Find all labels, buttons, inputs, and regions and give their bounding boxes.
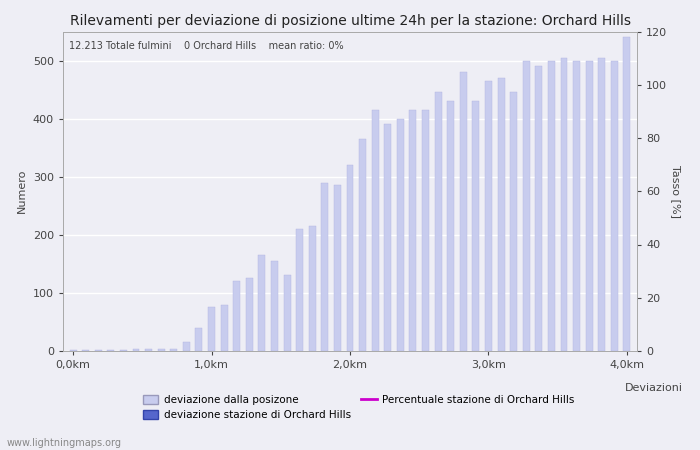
Bar [548, 61, 555, 351]
Bar [498, 78, 505, 351]
Bar [460, 72, 467, 351]
Bar [284, 275, 290, 351]
Bar [107, 350, 114, 351]
Bar [321, 183, 328, 351]
Bar [435, 93, 442, 351]
Bar [523, 61, 530, 351]
Y-axis label: Numero: Numero [18, 169, 27, 213]
Bar [485, 81, 492, 351]
Text: Deviazioni: Deviazioni [625, 383, 683, 393]
Bar [561, 58, 568, 351]
Bar [346, 165, 354, 351]
Bar [246, 279, 253, 351]
Bar [624, 37, 631, 351]
Bar [384, 125, 391, 351]
Bar [220, 305, 228, 351]
Bar [422, 110, 429, 351]
Bar [510, 93, 517, 351]
Text: 12.213 Totale fulmini    0 Orchard Hills    mean ratio: 0%: 12.213 Totale fulmini 0 Orchard Hills me… [69, 41, 344, 51]
Bar [397, 119, 404, 351]
Bar [334, 185, 341, 351]
Bar [271, 261, 278, 351]
Bar [258, 255, 265, 351]
Bar [132, 349, 139, 351]
Bar [473, 101, 480, 351]
Bar [573, 61, 580, 351]
Bar [120, 350, 127, 351]
Bar [296, 229, 303, 351]
Bar [94, 350, 101, 351]
Bar [410, 110, 416, 351]
Bar [447, 101, 454, 351]
Bar [586, 61, 593, 351]
Bar [536, 66, 542, 351]
Title: Rilevamenti per deviazione di posizione ultime 24h per la stazione: Orchard Hill: Rilevamenti per deviazione di posizione … [69, 14, 631, 27]
Bar [158, 349, 164, 351]
Legend: deviazione dalla posizone, deviazione stazione di Orchard Hills, Percentuale sta: deviazione dalla posizone, deviazione st… [143, 395, 575, 420]
Bar [598, 58, 606, 351]
Y-axis label: Tasso [%]: Tasso [%] [671, 165, 681, 218]
Bar [183, 342, 190, 351]
Bar [195, 328, 202, 351]
Bar [69, 350, 76, 351]
Bar [170, 349, 177, 351]
Bar [208, 307, 215, 351]
Bar [145, 349, 152, 351]
Text: www.lightningmaps.org: www.lightningmaps.org [7, 438, 122, 448]
Bar [309, 226, 316, 351]
Bar [611, 61, 618, 351]
Bar [359, 139, 366, 351]
Bar [372, 110, 379, 351]
Bar [233, 281, 240, 351]
